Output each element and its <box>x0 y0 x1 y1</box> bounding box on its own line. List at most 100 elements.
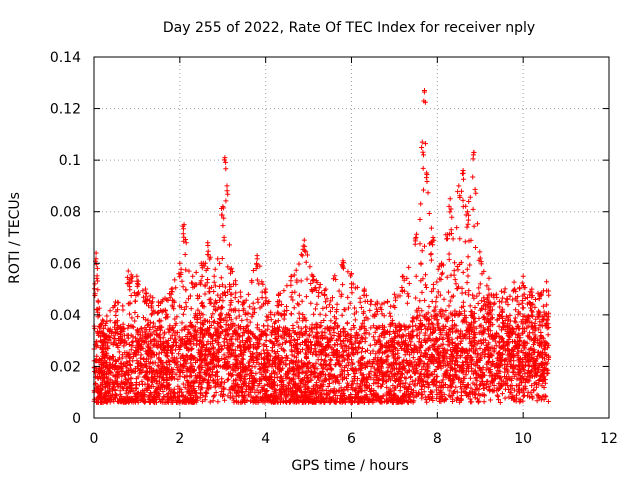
data-point <box>123 390 129 396</box>
data-point <box>183 267 189 273</box>
data-point <box>370 334 376 340</box>
data-point <box>174 329 180 335</box>
data-point <box>368 368 374 374</box>
data-point <box>520 305 526 311</box>
data-point <box>541 345 547 351</box>
data-point <box>410 328 416 334</box>
data-point <box>265 323 271 329</box>
data-point <box>171 328 176 334</box>
data-point <box>434 279 440 285</box>
data-point <box>511 387 517 393</box>
data-point <box>370 348 376 354</box>
data-point <box>308 300 314 306</box>
data-point <box>283 362 289 368</box>
data-point <box>317 311 323 317</box>
data-point <box>407 375 413 380</box>
data-point <box>256 327 262 333</box>
data-point <box>491 383 497 388</box>
data-point <box>446 251 452 257</box>
data-point <box>286 380 292 386</box>
data-point <box>188 306 194 312</box>
data-point <box>196 384 202 390</box>
data-point <box>528 305 533 311</box>
data-point <box>521 387 527 393</box>
data-point <box>250 300 256 306</box>
data-point <box>296 315 302 321</box>
data-point <box>105 346 111 351</box>
data-point <box>125 335 131 341</box>
data-point <box>144 364 149 370</box>
data-point <box>139 378 145 384</box>
data-point <box>423 282 428 288</box>
data-point <box>332 342 338 348</box>
data-point <box>455 376 461 382</box>
data-point <box>469 399 475 405</box>
data-point <box>221 336 227 342</box>
data-point <box>460 269 466 275</box>
data-point <box>499 391 505 397</box>
data-point <box>494 295 500 300</box>
data-point <box>496 298 502 304</box>
data-point <box>425 375 431 381</box>
data-point <box>422 297 428 303</box>
data-point <box>465 273 471 279</box>
data-point <box>495 393 501 399</box>
data-point <box>195 307 201 313</box>
data-point <box>423 285 429 290</box>
data-point <box>144 322 150 328</box>
data-point <box>355 349 361 355</box>
data-point <box>367 371 372 377</box>
data-point <box>421 187 426 193</box>
data-point <box>129 315 135 321</box>
data-point <box>175 383 181 389</box>
data-point <box>222 379 228 385</box>
data-point <box>467 303 473 309</box>
data-point <box>472 395 478 401</box>
data-point <box>307 264 313 270</box>
data-point <box>476 316 482 321</box>
data-point <box>313 338 319 344</box>
data-point <box>452 277 458 283</box>
data-point <box>464 224 470 230</box>
data-point <box>160 382 166 388</box>
data-point <box>511 279 517 285</box>
data-point <box>314 329 320 335</box>
data-point <box>149 379 155 385</box>
data-point <box>221 352 227 358</box>
data-point <box>203 389 209 395</box>
data-point <box>367 342 373 348</box>
data-point <box>455 267 461 273</box>
data-point <box>128 367 134 373</box>
data-point <box>426 211 432 216</box>
data-point <box>183 287 189 293</box>
data-point <box>274 375 280 381</box>
data-point <box>322 330 328 336</box>
data-point <box>445 360 450 366</box>
data-point <box>424 399 430 405</box>
data-point <box>205 385 211 391</box>
data-point <box>130 339 136 344</box>
data-point <box>194 342 200 348</box>
data-point <box>460 197 466 203</box>
data-point <box>351 323 356 328</box>
data-point <box>443 308 449 313</box>
data-point <box>536 309 542 315</box>
data-point <box>464 266 470 272</box>
data-point <box>215 256 221 262</box>
data-point <box>422 332 428 338</box>
data-point <box>327 356 333 362</box>
data-point <box>502 395 508 401</box>
data-point <box>175 376 181 382</box>
data-point <box>329 366 335 372</box>
data-point <box>476 290 482 296</box>
data-point <box>405 291 411 297</box>
data-point <box>138 352 144 358</box>
data-point <box>307 332 313 338</box>
data-point <box>132 310 138 315</box>
data-point <box>454 225 460 231</box>
data-point <box>119 379 124 385</box>
data-point <box>499 288 504 294</box>
data-point <box>486 275 492 281</box>
data-point <box>480 329 486 335</box>
